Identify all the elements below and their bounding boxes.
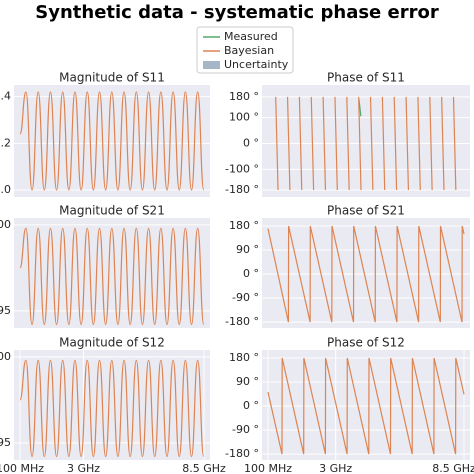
series-line [267,225,465,323]
x-tick-label: 3 GHz [319,462,352,474]
y-tick-label: -100 ° [225,162,259,175]
y-tick-label: 90 ° [236,243,259,256]
y-tick-label: -180 ° [225,183,259,196]
legend-box [196,26,294,74]
subplot-title: Phase of S11 [327,71,405,85]
y-tick-label: -90 ° [232,291,259,304]
y-tick-label: 00 [0,350,11,363]
legend-label: Uncertainty [224,58,289,71]
y-tick-label: 95 [0,436,11,449]
subplot-title: Magnitude of S12 [59,336,165,350]
series-line [19,91,205,191]
x-tick-label: 100 MHz [0,462,44,474]
subplot-title: Magnitude of S11 [59,71,165,85]
series-line [19,227,205,326]
plot-background [262,85,470,197]
y-tick-label: -180 ° [225,447,259,460]
x-tick-label: 8.5 GHz [432,462,474,474]
series-line [275,96,457,191]
y-tick-label: 0 ° [243,136,259,149]
y-tick-label: 180 ° [229,219,259,232]
y-tick-label: 90 ° [236,375,259,388]
legend-label: Measured [224,30,278,43]
series-line [19,359,205,458]
y-tick-label: 0 ° [243,399,259,412]
subplot-title: Phase of S12 [327,336,405,350]
y-tick-label: 95 [0,304,11,317]
y-tick-label: .4 [1,90,12,103]
y-tick-label: .2 [1,136,12,149]
x-tick-label: 8.5 GHz [182,462,226,474]
legend-swatch [203,61,220,69]
y-tick-label: 180 ° [229,351,259,364]
y-tick-label: 180 ° [229,90,259,103]
series-line [267,357,465,455]
y-tick-label: 00 [0,218,11,231]
y-tick-label: -180 ° [225,315,259,328]
y-tick-label: -90 ° [232,423,259,436]
plot-background [262,218,470,328]
x-tick-label: 3 GHz [67,462,100,474]
figure-title: Synthetic data - systematic phase error [35,2,439,23]
subplot-title: Phase of S21 [327,204,405,218]
y-tick-label: 100 ° [229,111,259,124]
x-tick-label: 100 MHz [244,462,292,474]
subplot-title: Magnitude of S21 [59,204,165,218]
y-tick-label: 0 ° [243,267,259,280]
y-tick-label: .0 [1,183,12,196]
legend-label: Bayesian [224,44,274,57]
